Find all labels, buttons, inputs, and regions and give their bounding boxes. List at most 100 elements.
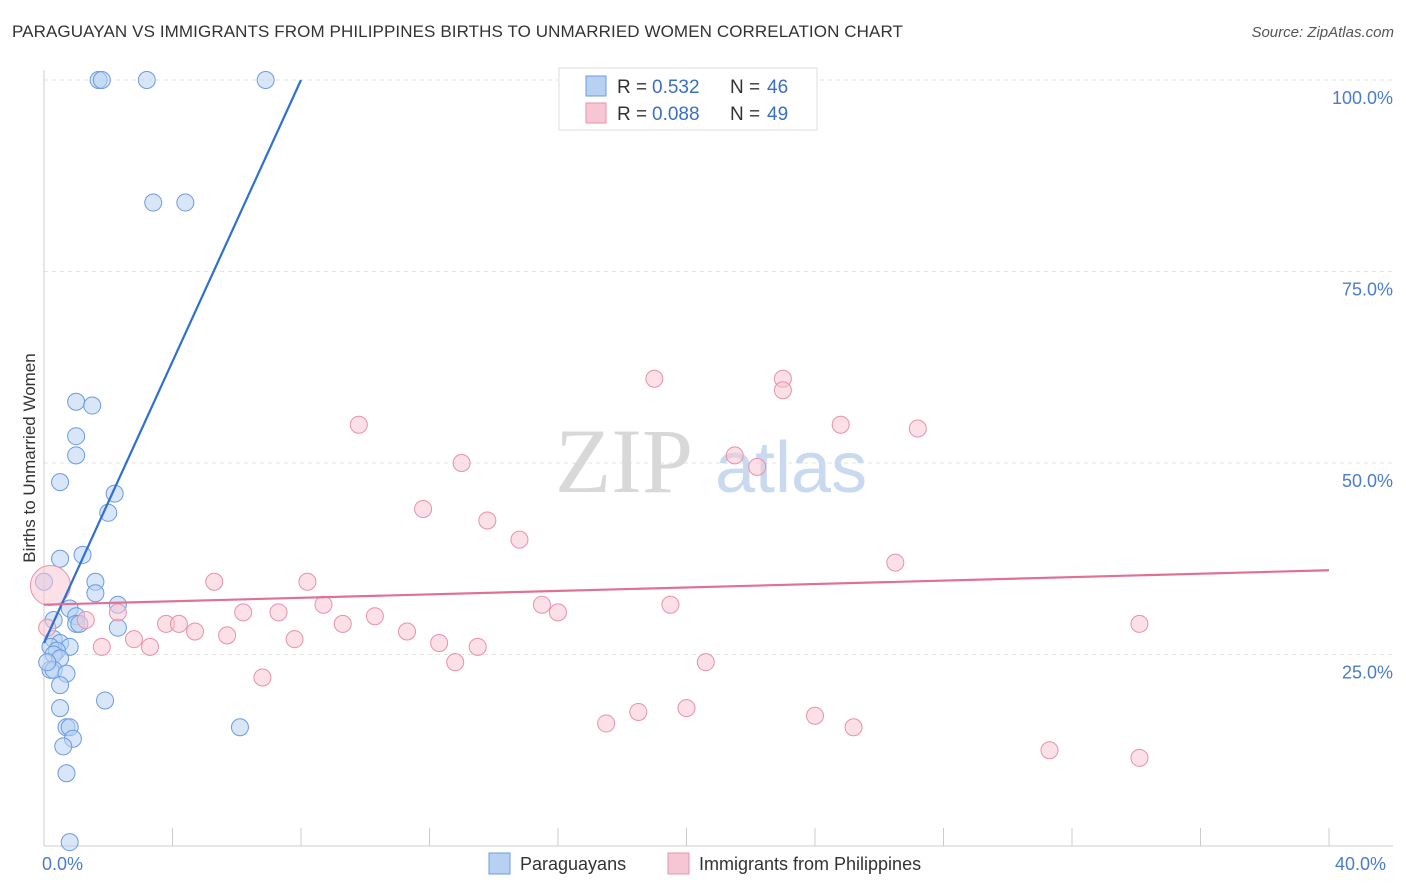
philippines-point xyxy=(1130,614,1149,633)
philippines-trend-line xyxy=(43,569,1330,606)
philippines-point xyxy=(831,415,850,434)
paraguayans-point xyxy=(54,737,73,756)
philippines-point xyxy=(725,446,744,465)
points-layer xyxy=(29,71,1149,852)
paraguayans-point xyxy=(86,584,105,603)
philippines-point xyxy=(365,607,384,626)
philippines-point xyxy=(908,419,927,438)
philippines-point xyxy=(76,611,95,630)
philippines-point xyxy=(1130,748,1149,767)
paraguayans-point xyxy=(92,71,111,89)
legend-n-label-2: N = xyxy=(730,104,760,125)
philippines-point xyxy=(314,595,333,614)
series-legend-swatch-philippines xyxy=(667,852,690,875)
series-legend-label-paraguayans: Paraguayans xyxy=(520,854,626,874)
paraguayans-point xyxy=(176,193,195,212)
legend-r-label-1: R = xyxy=(617,77,647,98)
gridlines xyxy=(44,79,1393,655)
y-tick-label: 75.0% xyxy=(1342,280,1393,300)
philippines-point xyxy=(478,511,497,530)
philippines-point xyxy=(218,626,237,645)
philippines-point xyxy=(748,457,767,476)
legend-n-value-1: 46 xyxy=(767,77,788,98)
series-legend-swatch-paraguayans xyxy=(488,852,511,875)
philippines-point xyxy=(468,637,487,656)
paraguayans-point xyxy=(137,71,156,89)
philippines-point xyxy=(645,369,664,388)
philippines-point xyxy=(185,622,204,641)
paraguayans-point xyxy=(96,691,115,710)
y-tick-label: 25.0% xyxy=(1342,663,1393,683)
paraguayans-point xyxy=(57,764,76,783)
philippines-point xyxy=(430,634,449,653)
philippines-point xyxy=(298,572,317,591)
y-tick-label: 100.0% xyxy=(1332,88,1393,108)
x-tick-label-min: 0.0% xyxy=(42,854,83,874)
philippines-point xyxy=(629,702,648,721)
paraguayans-point xyxy=(51,473,70,492)
paraguayans-point xyxy=(144,193,163,212)
paraguayans-trend-line xyxy=(42,79,303,644)
philippines-point xyxy=(398,622,417,641)
philippines-point xyxy=(124,630,143,649)
philippines-point xyxy=(597,714,616,733)
legend-r-value-2: 0.088 xyxy=(652,104,700,125)
stats-legend: R = 0.532 N = 46 R = 0.088 N = 49 xyxy=(558,67,818,131)
paraguayans-point xyxy=(83,396,102,415)
paraguayans-point xyxy=(51,699,70,718)
philippines-point xyxy=(806,706,824,725)
series-legend-label-philippines: Immigrants from Philippines xyxy=(699,854,921,874)
philippines-point xyxy=(253,668,272,687)
paraguayans-point xyxy=(51,676,70,695)
paraguayans-point xyxy=(38,653,57,672)
philippines-point xyxy=(269,603,288,622)
chart-title: PARAGUAYAN VS IMMIGRANTS FROM PHILIPPINE… xyxy=(12,22,904,41)
philippines-point xyxy=(285,630,304,649)
philippines-point xyxy=(446,653,465,672)
philippines-point xyxy=(661,595,680,614)
y-axis-label: Births to Unmarried Women xyxy=(20,353,39,562)
philippines-point xyxy=(844,718,863,737)
legend-n-label-1: N = xyxy=(730,77,760,98)
legend-swatch-paraguayans xyxy=(585,75,607,97)
philippines-point xyxy=(92,637,111,656)
philippines-point xyxy=(205,572,224,591)
paraguayans-point xyxy=(67,427,86,446)
x-tick-label-max: 40.0% xyxy=(1335,854,1386,874)
paraguayans-point xyxy=(51,549,70,568)
watermark-zip: ZIP xyxy=(555,410,693,512)
x-tick-marks xyxy=(43,828,1330,846)
philippines-point xyxy=(549,603,567,622)
paraguayans-point xyxy=(108,618,127,637)
philippines-point xyxy=(773,381,792,400)
y-tick-label: 50.0% xyxy=(1342,471,1393,491)
philippines-point xyxy=(169,614,188,633)
paraguayans-point xyxy=(67,446,86,465)
source-label: Source: ZipAtlas.com xyxy=(1251,24,1394,41)
philippines-point xyxy=(677,699,696,718)
legend-n-value-2: 49 xyxy=(767,104,788,125)
philippines-point xyxy=(349,415,368,434)
watermark-atlas: atlas xyxy=(715,428,867,508)
paraguayans-point xyxy=(60,833,79,852)
philippines-point xyxy=(141,637,160,656)
paraguayans-point xyxy=(230,718,249,737)
philippines-point xyxy=(1040,741,1059,760)
philippines-point xyxy=(696,653,715,672)
series-legend: Paraguayans Immigrants from Philippines xyxy=(488,852,921,875)
philippines-point xyxy=(333,614,352,633)
paraguayans-point xyxy=(67,392,86,411)
y-tick-labels: 25.0% 50.0% 75.0% 100.0% xyxy=(1332,88,1393,683)
philippines-point xyxy=(414,499,433,518)
philippines-point xyxy=(108,603,127,622)
philippines-point xyxy=(886,553,905,572)
trend-layer xyxy=(42,79,1330,644)
philippines-point xyxy=(452,454,471,472)
philippines-point xyxy=(234,603,253,622)
legend-r-value-1: 0.532 xyxy=(652,77,700,98)
legend-r-label-2: R = xyxy=(617,104,647,125)
philippines-point xyxy=(510,530,529,549)
legend-swatch-philippines xyxy=(585,102,607,124)
paraguayans-point xyxy=(256,71,275,89)
